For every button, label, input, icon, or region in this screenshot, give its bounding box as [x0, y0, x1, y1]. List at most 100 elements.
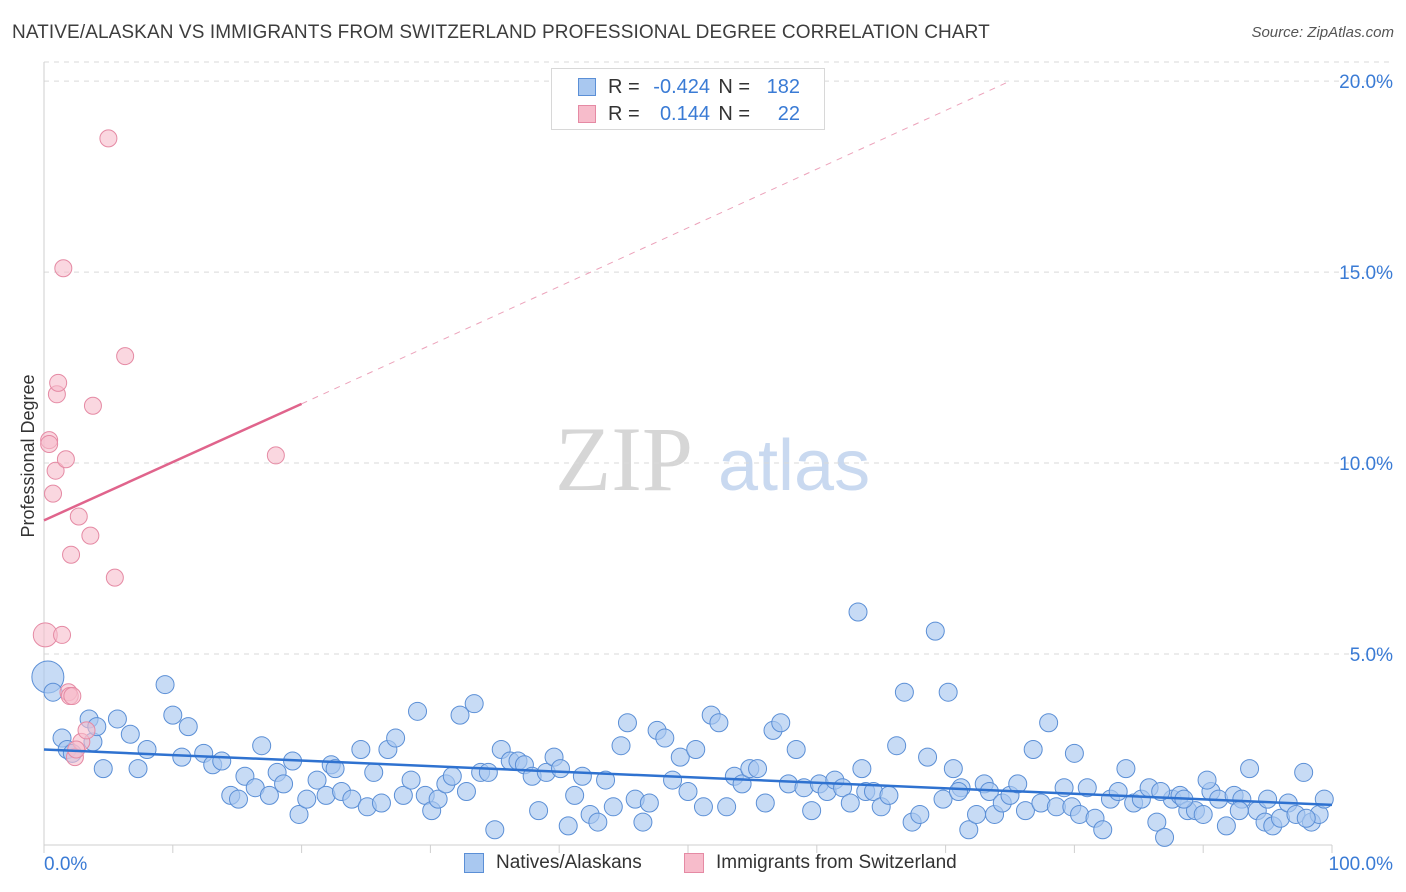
legend-row-swiss: R = 0.144 N = 22: [578, 101, 800, 127]
data-point-natives: [686, 740, 706, 760]
data-point-natives: [1294, 762, 1314, 782]
legend-swatch-natives: [578, 78, 596, 96]
watermark: ZIP atlas: [555, 408, 870, 510]
data-point-natives: [93, 759, 113, 779]
data-point-natives: [1008, 774, 1028, 794]
data-point-natives: [943, 759, 963, 779]
data-point-natives: [693, 797, 713, 817]
data-point-natives: [550, 759, 570, 779]
data-point-natives: [655, 728, 675, 748]
y-tick-label: 15.0%: [1339, 263, 1393, 284]
series-natives-alaskans: [31, 602, 1334, 847]
data-point-natives: [128, 759, 148, 779]
legend-item-natives[interactable]: Natives/Alaskans: [464, 852, 642, 874]
axes: [43, 62, 1333, 853]
watermark-atlas: atlas: [718, 426, 870, 506]
data-point-swiss: [116, 347, 135, 366]
data-point-natives: [428, 789, 448, 809]
data-point-natives: [967, 804, 987, 824]
data-point-natives: [1077, 778, 1097, 798]
data-point-natives: [887, 736, 907, 756]
data-point-natives: [938, 682, 958, 702]
data-point-natives: [717, 797, 737, 817]
legend-n-value: 182: [766, 75, 800, 98]
y-tick-label: 5.0%: [1350, 645, 1393, 666]
data-point-natives: [709, 713, 729, 733]
tick-labels: 5.0% 10.0% 15.0% 20.0% 0.0% 100.0%: [44, 72, 1393, 875]
data-point-natives: [274, 774, 294, 794]
data-point-natives: [670, 747, 690, 767]
data-point-natives: [755, 793, 775, 813]
data-point-natives: [172, 747, 192, 767]
data-point-natives: [933, 789, 953, 809]
data-point-natives: [1296, 808, 1316, 828]
data-point-swiss: [83, 396, 102, 415]
x-tick-label: 0.0%: [44, 854, 87, 875]
data-point-natives: [617, 713, 637, 733]
legend-label-swiss: Immigrants from Switzerland: [716, 852, 957, 873]
trend-extension-swiss: [301, 80, 1011, 405]
data-point-natives: [1023, 740, 1043, 760]
chart-title: NATIVE/ALASKAN VS IMMIGRANTS FROM SWITZE…: [12, 22, 990, 43]
data-point-natives: [107, 709, 127, 729]
data-point-natives: [1193, 804, 1213, 824]
data-point-natives: [633, 812, 653, 832]
data-point-natives: [464, 694, 484, 714]
data-point-swiss: [81, 526, 100, 545]
data-point-natives: [894, 682, 914, 702]
data-point-natives: [1155, 827, 1175, 847]
data-point-natives: [848, 602, 868, 622]
legend-r-value: 0.144: [659, 102, 710, 125]
data-point-natives: [529, 801, 549, 821]
y-tick-label: 20.0%: [1339, 72, 1393, 93]
legend-r-value: -0.424: [653, 75, 710, 98]
data-point-natives: [371, 793, 391, 813]
correlation-legend: R = -0.424 N = 182 R = 0.144 N = 22: [551, 68, 825, 130]
data-point-swiss: [69, 507, 88, 526]
legend-swatch-swiss: [578, 105, 596, 123]
legend-n-label: N =: [718, 75, 750, 98]
trend-lines: [43, 80, 1333, 807]
y-tick-label: 10.0%: [1339, 454, 1393, 475]
legend-row-natives: R = -0.424 N = 182: [578, 74, 800, 100]
legend-n-value: 22: [777, 102, 800, 125]
data-point-natives: [786, 740, 806, 760]
data-point-swiss: [49, 373, 68, 392]
data-point-natives: [572, 766, 592, 786]
data-point-natives: [748, 759, 768, 779]
data-point-natives: [802, 801, 822, 821]
data-point-natives: [1197, 770, 1217, 790]
data-point-natives: [163, 705, 183, 725]
data-point-natives: [852, 759, 872, 779]
data-point-natives: [948, 782, 968, 802]
grid-lines: [44, 61, 1394, 655]
data-point-swiss: [62, 545, 81, 564]
data-point-swiss: [53, 625, 72, 644]
data-point-natives: [325, 759, 345, 779]
data-point-natives: [1039, 713, 1059, 733]
data-point-natives: [1108, 782, 1128, 802]
data-point-natives: [596, 770, 616, 790]
data-point-natives: [611, 736, 631, 756]
data-point-natives: [485, 820, 505, 840]
data-point-natives: [565, 785, 585, 805]
series-immigrants-switzerland: [32, 129, 285, 767]
data-point-natives: [212, 751, 232, 771]
data-point-natives: [918, 747, 938, 767]
data-point-swiss: [266, 446, 285, 465]
source-label: Source: ZipAtlas.com: [1251, 24, 1394, 41]
legend-item-swiss[interactable]: Immigrants from Switzerland: [684, 852, 957, 874]
data-point-natives: [678, 782, 698, 802]
trend-line-swiss: [43, 402, 303, 522]
data-point-swiss: [54, 259, 73, 278]
data-point-natives: [840, 793, 860, 813]
data-point-swiss: [63, 687, 82, 706]
data-point-natives: [1151, 782, 1171, 802]
data-point-swiss: [46, 461, 65, 480]
legend-r-label: R =: [608, 102, 640, 125]
data-point-natives: [1116, 759, 1136, 779]
data-point-natives: [1093, 820, 1113, 840]
data-point-natives: [1258, 789, 1278, 809]
y-axis-label: Professional Degree: [18, 374, 38, 537]
